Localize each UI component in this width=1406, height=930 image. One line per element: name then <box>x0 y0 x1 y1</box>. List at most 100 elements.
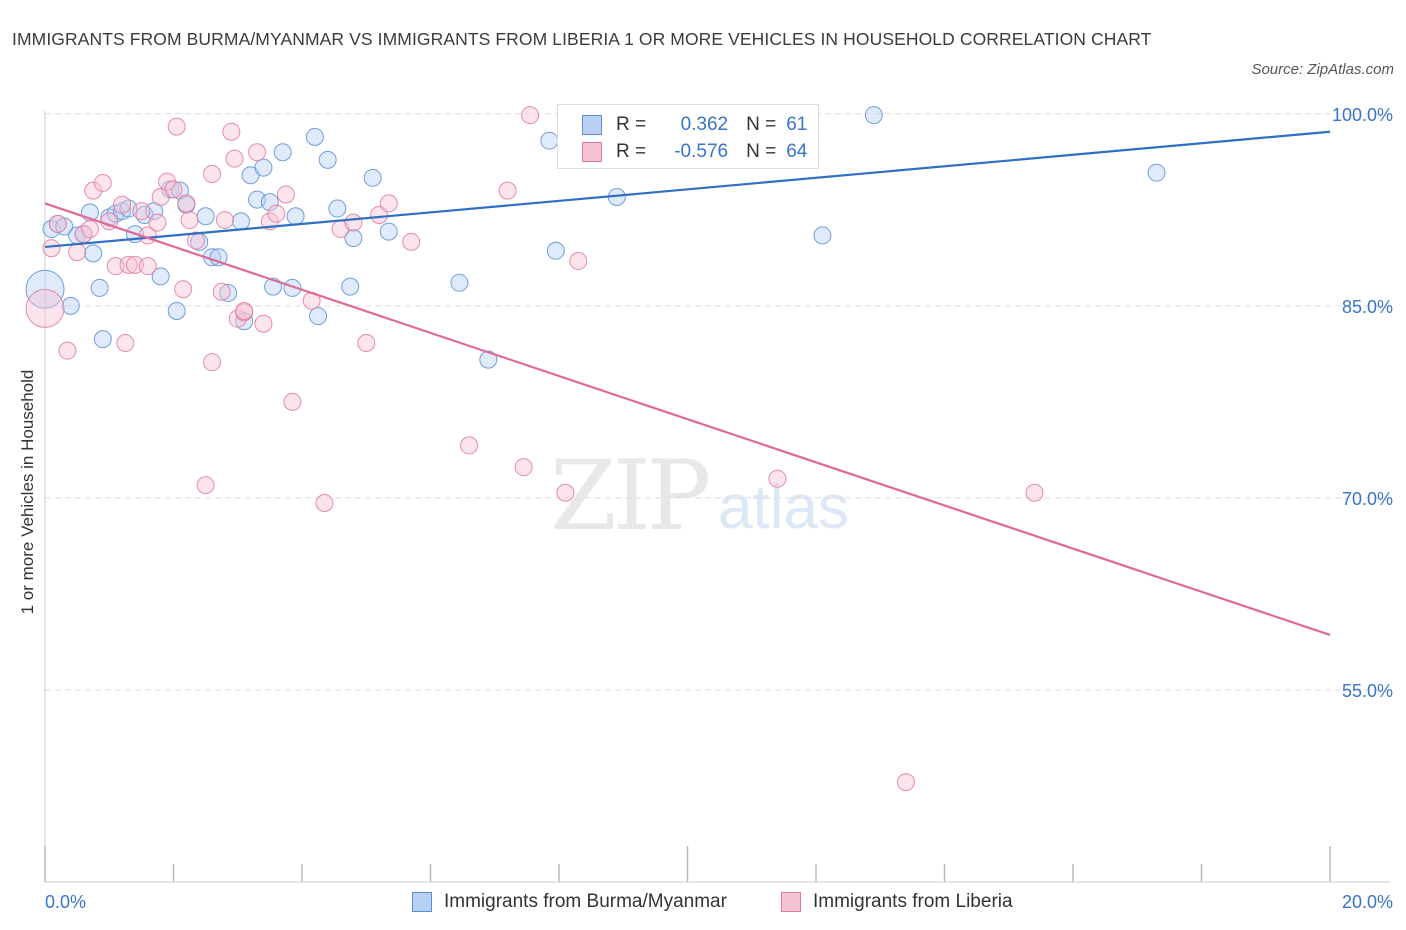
point-liberia <box>215 211 234 230</box>
point-liberia <box>235 301 254 320</box>
x-tick-label: 0.0% <box>45 892 86 912</box>
point-burma <box>260 193 279 212</box>
point-liberia <box>174 280 193 299</box>
legend-r-value: -0.576 <box>674 141 729 162</box>
point-liberia <box>556 483 575 502</box>
point-liberia <box>514 458 533 477</box>
bottom-legend-liberia: Immigrants from Liberia <box>781 888 1013 916</box>
point-burma <box>93 330 112 349</box>
point-burma <box>283 278 302 297</box>
y-tick-label: 70.0% <box>1342 489 1393 509</box>
point-burma <box>328 199 347 218</box>
series-liberia-points <box>25 106 1044 792</box>
point-burma <box>151 267 170 286</box>
axes <box>44 111 1390 883</box>
point-liberia <box>225 149 244 168</box>
correlation-legend: R = 0.362 N = 61 R = -0.576 N = 64 <box>557 104 819 169</box>
legend-n-label: N = <box>746 141 777 162</box>
point-liberia <box>344 213 363 232</box>
point-burma <box>309 307 328 326</box>
point-burma <box>344 228 363 247</box>
point-liberia <box>48 214 67 233</box>
chart-title: IMMIGRANTS FROM BURMA/MYANMAR VS IMMIGRA… <box>12 29 1152 49</box>
point-liberia <box>148 213 167 232</box>
point-burma <box>84 244 103 263</box>
point-liberia <box>113 195 132 214</box>
point-liberia <box>267 204 286 223</box>
y-tick-label: 100.0% <box>1332 105 1393 125</box>
legend-swatch-pink <box>582 142 602 162</box>
watermark-zip: ZIP <box>550 440 711 552</box>
point-burma <box>363 168 382 187</box>
point-liberia <box>248 143 267 162</box>
point-liberia <box>498 181 517 200</box>
point-liberia <box>283 392 302 411</box>
point-burma <box>273 143 292 162</box>
chart-source: Source: ZipAtlas.com <box>1251 61 1394 78</box>
point-liberia <box>521 106 540 125</box>
point-liberia <box>42 239 61 258</box>
trend-lines <box>44 130 1331 636</box>
legend-r-label: R = <box>616 114 647 135</box>
point-burma <box>450 273 469 292</box>
point-liberia <box>402 232 421 251</box>
y-tick-label: 55.0% <box>1342 681 1393 701</box>
point-liberia <box>177 194 196 213</box>
point-liberia <box>569 252 588 271</box>
point-liberia <box>203 353 222 372</box>
point-liberia <box>1025 483 1044 502</box>
point-liberia <box>254 314 273 333</box>
point-liberia <box>222 122 241 141</box>
point-liberia <box>80 220 99 239</box>
legend-n-value: 64 <box>786 141 808 162</box>
point-burma <box>864 106 883 125</box>
bottom-legend-label-liberia: Immigrants from Liberia <box>813 891 1013 912</box>
point-liberia <box>84 181 103 200</box>
legend-r-value: 0.362 <box>680 114 729 135</box>
gridlines <box>45 113 1390 691</box>
trend-line-burma <box>44 130 1331 249</box>
point-liberia <box>196 476 215 495</box>
point-liberia <box>186 231 205 250</box>
point-liberia <box>768 469 787 488</box>
point-liberia <box>357 333 376 352</box>
legend-row-burma: R = 0.362 N = 61 <box>582 112 807 138</box>
point-burma <box>379 222 398 241</box>
point-burma <box>546 241 565 260</box>
tick-labels: 55.0% 70.0% 85.0% 100.0% 0.0% 20.0% <box>45 105 1393 912</box>
point-liberia <box>25 288 65 328</box>
point-burma <box>813 226 832 245</box>
point-liberia <box>180 211 199 230</box>
series-burma-points <box>25 104 1166 369</box>
point-burma <box>1147 163 1166 182</box>
point-liberia <box>119 255 138 274</box>
point-liberia <box>212 282 231 301</box>
point-burma <box>196 207 215 226</box>
point-burma <box>305 127 324 146</box>
bottom-legend-label-burma: Immigrants from Burma/Myanmar <box>444 891 727 912</box>
bottom-legend-burma: Immigrants from Burma/Myanmar <box>412 888 727 916</box>
point-liberia <box>106 257 125 276</box>
point-liberia <box>164 180 183 199</box>
point-liberia <box>276 185 295 204</box>
point-liberia <box>460 436 479 455</box>
point-liberia <box>93 173 112 192</box>
point-burma <box>209 248 228 267</box>
legend-n-value: 61 <box>786 114 808 135</box>
point-burma <box>167 301 186 320</box>
point-liberia <box>896 773 915 792</box>
point-burma <box>318 150 337 169</box>
point-liberia <box>370 205 389 224</box>
point-burma <box>254 158 273 177</box>
point-liberia <box>68 243 87 262</box>
point-liberia <box>203 164 222 183</box>
x-tick-label: 20.0% <box>1342 892 1393 912</box>
point-burma <box>286 207 305 226</box>
point-burma <box>90 278 109 297</box>
point-liberia <box>138 257 157 276</box>
point-burma <box>61 296 80 315</box>
point-burma <box>540 131 559 150</box>
point-liberia <box>58 341 77 360</box>
point-burma <box>341 277 360 296</box>
